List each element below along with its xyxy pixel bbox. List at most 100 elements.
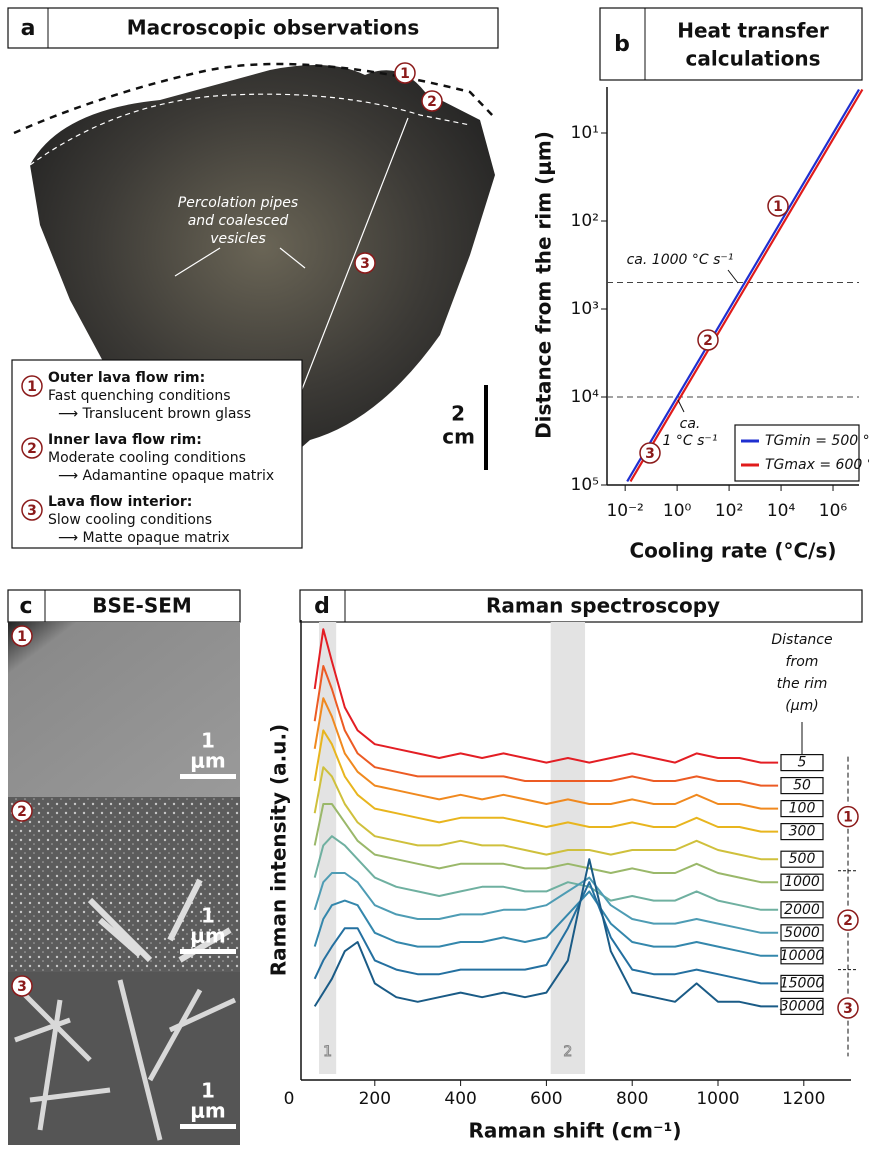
y-tick-label: 10² <box>571 211 599 231</box>
panel-title: Raman spectroscopy <box>486 594 720 618</box>
marker: 3 <box>27 503 37 519</box>
series-line <box>629 88 864 482</box>
legend-text: Moderate cooling conditions <box>48 450 246 466</box>
legend-title: Distance <box>771 632 832 648</box>
band-label: 2 <box>563 1044 572 1060</box>
marker: 2 <box>703 333 713 349</box>
legend-label: TGmin = 500 °C <box>765 433 869 449</box>
legend-box <box>734 424 860 482</box>
marker-circle <box>394 62 416 84</box>
scale-label: μm <box>190 749 226 773</box>
y-axis-title: Distance from the rim (μm) <box>532 131 556 439</box>
spectrum <box>313 835 779 911</box>
header <box>299 589 863 623</box>
series-label-box <box>780 924 824 942</box>
spectrum <box>313 803 779 884</box>
scale-label: μm <box>190 924 226 948</box>
x-tick-label: 200 <box>359 1089 391 1109</box>
series-label: 15000 <box>780 975 825 991</box>
series-label: 1000 <box>784 874 820 890</box>
series-label-box <box>780 947 824 965</box>
legend-label: TGmax = 600 °C <box>765 457 869 473</box>
marker-circle <box>11 800 33 822</box>
marker: 2 <box>427 94 437 110</box>
series-label-box <box>780 997 824 1016</box>
y-axis-title: Raman intensity (a.u.) <box>267 724 291 976</box>
marker-circle <box>837 805 859 828</box>
legend-heading: Outer lava flow rim: <box>48 370 205 386</box>
marker: 2 <box>17 804 27 820</box>
series-label-box <box>780 974 824 993</box>
marker: 2 <box>843 913 853 929</box>
annotation: ca. 1000 °C s⁻¹ <box>627 252 734 268</box>
marker-circle <box>837 997 859 1019</box>
legend: 1 Outer lava flow rim: Fast quenching cond… <box>21 370 274 546</box>
x-tick-label: 10⁻² <box>606 501 643 521</box>
x-tick-label: 600 <box>530 1089 562 1109</box>
scale-label: cm <box>442 425 475 449</box>
scale-label: 2 <box>451 402 465 426</box>
series-label-box <box>780 822 824 841</box>
x-axis-title: Raman shift (cm⁻¹) <box>469 1119 682 1143</box>
y-tick-label: 10⁵ <box>571 475 599 495</box>
legend-title: the rim <box>777 676 828 692</box>
marker: 1 <box>400 66 410 82</box>
inner-rim-line <box>29 93 471 166</box>
series-label-box <box>780 776 824 795</box>
legend-title: from <box>786 654 819 670</box>
outer-rim-line <box>13 62 496 135</box>
spectrum <box>313 890 779 957</box>
spectrum <box>313 697 779 810</box>
annotation: 1 °C s⁻¹ <box>663 433 718 449</box>
legend-heading: Inner lava flow rim: <box>48 432 202 448</box>
series-label: 10000 <box>780 948 825 964</box>
panel-label: b <box>614 32 630 57</box>
series-label-box <box>780 873 824 891</box>
legend-text: ⟶ Matte opaque matrix <box>58 530 230 546</box>
y-tick-label: 10³ <box>571 299 599 319</box>
scale-label: μm <box>190 1099 226 1123</box>
scale-bar <box>180 949 236 954</box>
marker-circle <box>697 329 719 351</box>
marker: 3 <box>645 446 655 462</box>
panel-a: Percolation pipes and coalesced vesicles… <box>7 7 499 549</box>
y-tick-label: 10⁴ <box>571 387 600 407</box>
header <box>599 7 863 81</box>
header <box>7 7 499 49</box>
band-label: 1 <box>323 1044 332 1060</box>
marker: 3 <box>17 979 27 995</box>
crystals <box>87 878 232 963</box>
marker: 1 <box>17 629 27 645</box>
band <box>550 622 586 1074</box>
marker-circle <box>837 909 859 931</box>
marker-circle <box>11 975 33 997</box>
crystals <box>14 979 237 1141</box>
marker-circle <box>21 437 43 459</box>
scale-bar <box>180 774 236 779</box>
legend-heading: Lava flow interior: <box>48 494 192 510</box>
x-tick-label: 1200 <box>782 1089 825 1109</box>
legend-title: (μm) <box>785 698 818 714</box>
series-label-box <box>780 799 824 818</box>
marker: 3 <box>360 256 370 272</box>
panel-title: calculations <box>686 47 821 71</box>
spectrum <box>313 729 779 833</box>
panel-label: d <box>314 594 330 619</box>
marker-circle <box>639 442 661 464</box>
x-tick-label: 10⁶ <box>819 501 848 521</box>
spectrum <box>313 881 779 985</box>
panel-title: Heat transfer <box>677 19 829 43</box>
marker: 2 <box>27 441 37 457</box>
annotation-arrow <box>677 399 685 413</box>
x-tick-label: 10² <box>715 501 743 521</box>
scale-label: 1 <box>201 904 215 928</box>
marker: 1 <box>27 379 37 395</box>
spectrum <box>313 858 779 1008</box>
sem-image <box>8 622 240 797</box>
series-label: 100 <box>789 801 816 817</box>
series-label: 5000 <box>784 925 820 941</box>
series-label: 2000 <box>784 902 820 918</box>
spectrum <box>313 872 779 934</box>
